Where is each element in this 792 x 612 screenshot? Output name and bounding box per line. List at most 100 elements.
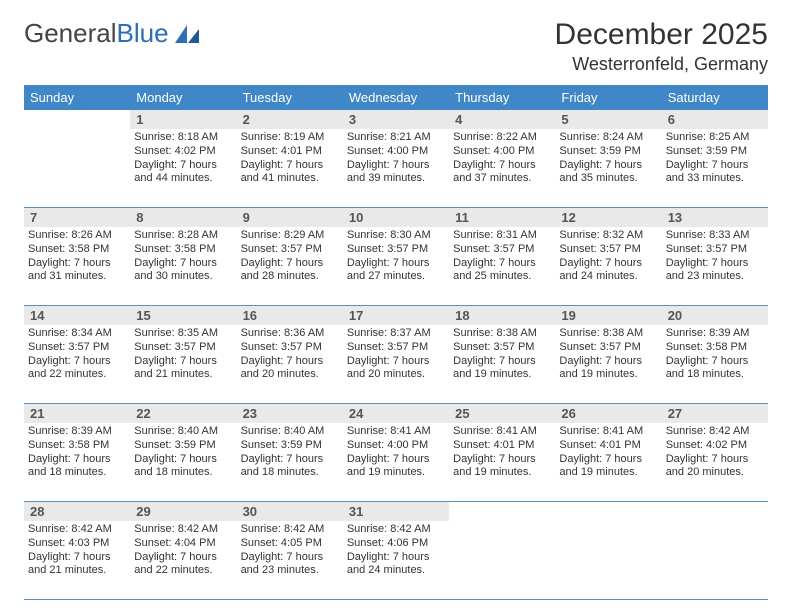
daylight-line: Daylight: 7 hours xyxy=(134,453,232,467)
sunset-line: Sunset: 3:57 PM xyxy=(28,341,126,355)
sunrise-line: Sunrise: 8:42 AM xyxy=(666,425,764,439)
calendar-week-row: 14Sunrise: 8:34 AMSunset: 3:57 PMDayligh… xyxy=(24,306,768,404)
sunrise-line: Sunrise: 8:41 AM xyxy=(347,425,445,439)
day-number: 9 xyxy=(237,208,343,227)
day-number: 21 xyxy=(24,404,130,423)
calendar-cell: 1Sunrise: 8:18 AMSunset: 4:02 PMDaylight… xyxy=(130,110,236,208)
daylight-line: and 21 minutes. xyxy=(134,368,232,382)
daylight-line: and 35 minutes. xyxy=(559,172,657,186)
sunrise-line: Sunrise: 8:39 AM xyxy=(28,425,126,439)
daylight-line: and 18 minutes. xyxy=(134,466,232,480)
sunset-line: Sunset: 3:57 PM xyxy=(241,341,339,355)
daylight-line: and 28 minutes. xyxy=(241,270,339,284)
daylight-line: Daylight: 7 hours xyxy=(347,257,445,271)
day-details: Sunrise: 8:38 AMSunset: 3:57 PMDaylight:… xyxy=(449,325,555,403)
day-details: Sunrise: 8:42 AMSunset: 4:05 PMDaylight:… xyxy=(237,521,343,599)
daylight-line: Daylight: 7 hours xyxy=(28,453,126,467)
calendar-cell: 16Sunrise: 8:36 AMSunset: 3:57 PMDayligh… xyxy=(237,306,343,404)
day-number: 10 xyxy=(343,208,449,227)
header: GeneralBlue December 2025 Westerronfeld,… xyxy=(24,18,768,75)
day-number: 7 xyxy=(24,208,130,227)
day-details: Sunrise: 8:19 AMSunset: 4:01 PMDaylight:… xyxy=(237,129,343,207)
calendar-cell: 2Sunrise: 8:19 AMSunset: 4:01 PMDaylight… xyxy=(237,110,343,208)
daylight-line: and 18 minutes. xyxy=(241,466,339,480)
sunrise-line: Sunrise: 8:37 AM xyxy=(347,327,445,341)
daylight-line: and 41 minutes. xyxy=(241,172,339,186)
daylight-line: Daylight: 7 hours xyxy=(559,159,657,173)
daylight-line: and 18 minutes. xyxy=(28,466,126,480)
calendar-cell: 30Sunrise: 8:42 AMSunset: 4:05 PMDayligh… xyxy=(237,502,343,600)
day-details: Sunrise: 8:29 AMSunset: 3:57 PMDaylight:… xyxy=(237,227,343,305)
day-number: 13 xyxy=(662,208,768,227)
day-details: Sunrise: 8:32 AMSunset: 3:57 PMDaylight:… xyxy=(555,227,661,305)
day-number: 17 xyxy=(343,306,449,325)
sunrise-line: Sunrise: 8:34 AM xyxy=(28,327,126,341)
daylight-line: Daylight: 7 hours xyxy=(241,159,339,173)
daylight-line: and 31 minutes. xyxy=(28,270,126,284)
daylight-line: Daylight: 7 hours xyxy=(666,453,764,467)
daylight-line: and 22 minutes. xyxy=(134,564,232,578)
daylight-line: Daylight: 7 hours xyxy=(453,453,551,467)
day-number: 24 xyxy=(343,404,449,423)
day-details: Sunrise: 8:39 AMSunset: 3:58 PMDaylight:… xyxy=(662,325,768,403)
day-number: 14 xyxy=(24,306,130,325)
sunrise-line: Sunrise: 8:35 AM xyxy=(134,327,232,341)
day-details: Sunrise: 8:36 AMSunset: 3:57 PMDaylight:… xyxy=(237,325,343,403)
logo-text-blue: Blue xyxy=(117,18,169,49)
daylight-line: and 20 minutes. xyxy=(666,466,764,480)
weekday-header-row: Sunday Monday Tuesday Wednesday Thursday… xyxy=(24,85,768,110)
sunrise-line: Sunrise: 8:24 AM xyxy=(559,131,657,145)
daylight-line: Daylight: 7 hours xyxy=(134,551,232,565)
sunrise-line: Sunrise: 8:30 AM xyxy=(347,229,445,243)
sunset-line: Sunset: 3:58 PM xyxy=(666,341,764,355)
day-details: Sunrise: 8:42 AMSunset: 4:04 PMDaylight:… xyxy=(130,521,236,599)
daylight-line: Daylight: 7 hours xyxy=(453,257,551,271)
daylight-line: and 19 minutes. xyxy=(559,466,657,480)
sunrise-line: Sunrise: 8:38 AM xyxy=(453,327,551,341)
sunset-line: Sunset: 4:03 PM xyxy=(28,537,126,551)
weekday-header: Sunday xyxy=(24,85,130,110)
day-details: Sunrise: 8:22 AMSunset: 4:00 PMDaylight:… xyxy=(449,129,555,207)
daylight-line: and 23 minutes. xyxy=(666,270,764,284)
daylight-line: Daylight: 7 hours xyxy=(28,257,126,271)
day-number: 31 xyxy=(343,502,449,521)
day-details: Sunrise: 8:18 AMSunset: 4:02 PMDaylight:… xyxy=(130,129,236,207)
sunset-line: Sunset: 3:59 PM xyxy=(241,439,339,453)
calendar-cell: 9Sunrise: 8:29 AMSunset: 3:57 PMDaylight… xyxy=(237,208,343,306)
calendar-cell: 24Sunrise: 8:41 AMSunset: 4:00 PMDayligh… xyxy=(343,404,449,502)
daylight-line: Daylight: 7 hours xyxy=(347,453,445,467)
calendar-week-row: 21Sunrise: 8:39 AMSunset: 3:58 PMDayligh… xyxy=(24,404,768,502)
daylight-line: Daylight: 7 hours xyxy=(666,355,764,369)
calendar-cell: 10Sunrise: 8:30 AMSunset: 3:57 PMDayligh… xyxy=(343,208,449,306)
weekday-header: Thursday xyxy=(449,85,555,110)
sunset-line: Sunset: 3:59 PM xyxy=(559,145,657,159)
calendar-cell: 19Sunrise: 8:38 AMSunset: 3:57 PMDayligh… xyxy=(555,306,661,404)
daylight-line: and 19 minutes. xyxy=(453,368,551,382)
day-details: Sunrise: 8:42 AMSunset: 4:06 PMDaylight:… xyxy=(343,521,449,599)
empty-cell xyxy=(555,502,661,580)
calendar-cell: 6Sunrise: 8:25 AMSunset: 3:59 PMDaylight… xyxy=(662,110,768,208)
calendar-cell: 14Sunrise: 8:34 AMSunset: 3:57 PMDayligh… xyxy=(24,306,130,404)
calendar-cell: 3Sunrise: 8:21 AMSunset: 4:00 PMDaylight… xyxy=(343,110,449,208)
sunset-line: Sunset: 3:57 PM xyxy=(666,243,764,257)
weekday-header: Wednesday xyxy=(343,85,449,110)
day-number: 26 xyxy=(555,404,661,423)
day-details: Sunrise: 8:40 AMSunset: 3:59 PMDaylight:… xyxy=(130,423,236,501)
day-details: Sunrise: 8:24 AMSunset: 3:59 PMDaylight:… xyxy=(555,129,661,207)
calendar-cell: 23Sunrise: 8:40 AMSunset: 3:59 PMDayligh… xyxy=(237,404,343,502)
day-details: Sunrise: 8:42 AMSunset: 4:02 PMDaylight:… xyxy=(662,423,768,501)
sunset-line: Sunset: 4:01 PM xyxy=(453,439,551,453)
daylight-line: Daylight: 7 hours xyxy=(666,257,764,271)
sunrise-line: Sunrise: 8:40 AM xyxy=(134,425,232,439)
day-number: 18 xyxy=(449,306,555,325)
calendar-table: Sunday Monday Tuesday Wednesday Thursday… xyxy=(24,85,768,600)
sunset-line: Sunset: 3:57 PM xyxy=(559,243,657,257)
calendar-cell: 31Sunrise: 8:42 AMSunset: 4:06 PMDayligh… xyxy=(343,502,449,600)
day-number: 8 xyxy=(130,208,236,227)
day-details: Sunrise: 8:30 AMSunset: 3:57 PMDaylight:… xyxy=(343,227,449,305)
weekday-header: Monday xyxy=(130,85,236,110)
calendar-week-row: 7Sunrise: 8:26 AMSunset: 3:58 PMDaylight… xyxy=(24,208,768,306)
day-number: 2 xyxy=(237,110,343,129)
calendar-cell: 25Sunrise: 8:41 AMSunset: 4:01 PMDayligh… xyxy=(449,404,555,502)
sunrise-line: Sunrise: 8:22 AM xyxy=(453,131,551,145)
